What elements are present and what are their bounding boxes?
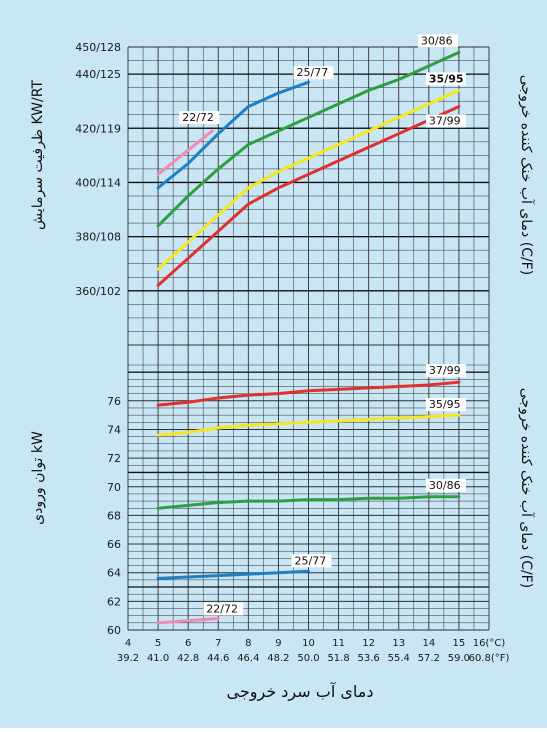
x-tick-label-c: 6: [185, 638, 191, 649]
y-tick-label-bottom: 64: [107, 567, 121, 580]
series-line-capacity-25-77: [156, 80, 310, 190]
series-label-power-37-99: 37/99: [429, 364, 461, 377]
x-tick-label-f: 44.6: [207, 653, 229, 664]
series-label-bg-power: [425, 398, 466, 412]
series-line-capacity-30-86: [156, 50, 461, 228]
top-y-axis-title: ظرفیت سرمایش KW/RT: [30, 80, 46, 230]
x-tick-label-f: 50.0: [297, 653, 319, 664]
x-tick-label-f: 60.8(°F): [469, 653, 510, 664]
y-tick-label-bottom: 72: [107, 452, 121, 465]
series-label-bg-capacity: [417, 34, 458, 48]
tick-layer: 360/102 380/108 400/114 420/119 440/125 450/1…: [75, 41, 509, 664]
series-label-power-25-77: 25/77: [295, 554, 327, 567]
x-tick-label-c: 5: [155, 638, 161, 649]
x-tick-label-f: 59.0: [448, 653, 470, 664]
series-label-bg-power: [425, 478, 466, 492]
series-label-capacity-25-77: 25/77: [297, 66, 329, 79]
x-tick-label-f: 53.6: [358, 653, 380, 664]
y-tick-label-top: 380/108: [75, 231, 121, 244]
x-tick-label-c: 8: [245, 638, 251, 649]
x-tick-label-c: 9: [275, 638, 281, 649]
x-tick-label-f: 39.2: [117, 653, 139, 664]
series-line-power-35-95: [156, 413, 461, 437]
x-tick-label-c: 16(°C): [473, 638, 506, 649]
x-tick-label-f: 48.2: [267, 653, 289, 664]
x-axis-title: دمای آب سرد خروجی: [227, 682, 374, 702]
series-label-bg-capacity: [293, 66, 334, 80]
x-tick-label-f: 57.2: [418, 653, 440, 664]
x-tick-label-f: 55.4: [388, 653, 410, 664]
x-tick-label-c: 7: [215, 638, 221, 649]
series-label-power-35-95: 35/95: [429, 398, 461, 411]
x-tick-label-f: 41.0: [147, 653, 169, 664]
x-tick-label-c: 11: [332, 638, 345, 649]
series-line-power-22-72: [156, 617, 220, 625]
series-label-bg-capacity: [425, 72, 466, 86]
series-label-power-30-86: 30/86: [429, 479, 461, 492]
series-line-capacity-35-95: [156, 88, 461, 271]
series-label-capacity-37-99: 37/99: [429, 115, 461, 128]
series-label-bg-power: [425, 364, 466, 378]
series-label-bg-power: [203, 602, 244, 616]
series-label-capacity-30-86: 30/86: [421, 34, 453, 47]
x-tick-label-c: 10: [302, 638, 315, 649]
y-tick-label-bottom: 70: [107, 481, 121, 494]
series-line-capacity-37-99: [156, 105, 461, 287]
x-tick-label-c: 4: [125, 638, 131, 649]
series-line-power-30-86: [156, 495, 461, 510]
series-label-capacity-35-95: 35/95: [429, 72, 464, 85]
series-layer: [156, 50, 461, 625]
label-layer: 22/72 25/77 30/86 35/95 37/99 22/72 25/77 30/86…: [179, 34, 466, 616]
series-line-power-25-77: [156, 569, 310, 580]
y-tick-label-top: 420/119: [75, 122, 121, 135]
bottom-right-axis-title: دمای آب خنک کننده خروجی (C/F): [518, 388, 535, 588]
y-tick-label-top: 440/125: [75, 68, 121, 81]
y-tick-label-bottom: 60: [107, 624, 121, 637]
x-tick-label-c: 13: [392, 638, 405, 649]
top-right-axis-title: دمای آب خنک کننده خروجی (C/F): [518, 75, 535, 275]
x-tick-label-c: 14: [422, 638, 435, 649]
y-tick-label-bottom: 74: [107, 423, 121, 436]
x-tick-label-f: 42.8: [177, 653, 199, 664]
x-tick-label-c: 15: [453, 638, 466, 649]
series-label-capacity-22-72: 22/72: [182, 111, 214, 124]
y-tick-label-bottom: 62: [107, 595, 121, 608]
y-tick-label-bottom: 68: [107, 509, 121, 522]
y-tick-label-top: 400/114: [75, 176, 121, 189]
series-label-bg-capacity: [179, 110, 220, 124]
x-tick-label-f: 51.8: [327, 653, 349, 664]
x-tick-label-f: 46.4: [237, 653, 259, 664]
bottom-y-axis-title: توان ورودی kW: [30, 431, 46, 525]
series-label-bg-capacity: [425, 114, 466, 128]
y-tick-label-bottom: 66: [107, 538, 121, 551]
y-tick-label-top: 360/102: [75, 285, 121, 298]
y-tick-label-bottom: 76: [107, 395, 121, 408]
series-label-power-22-72: 22/72: [206, 603, 238, 616]
series-label-bg-power: [291, 554, 332, 568]
series-line-power-37-99: [156, 380, 461, 407]
x-tick-label-c: 12: [362, 638, 375, 649]
grid-layer: [127, 46, 490, 631]
y-tick-label-top: 450/128: [75, 41, 121, 54]
series-line-capacity-22-72: [156, 129, 214, 176]
